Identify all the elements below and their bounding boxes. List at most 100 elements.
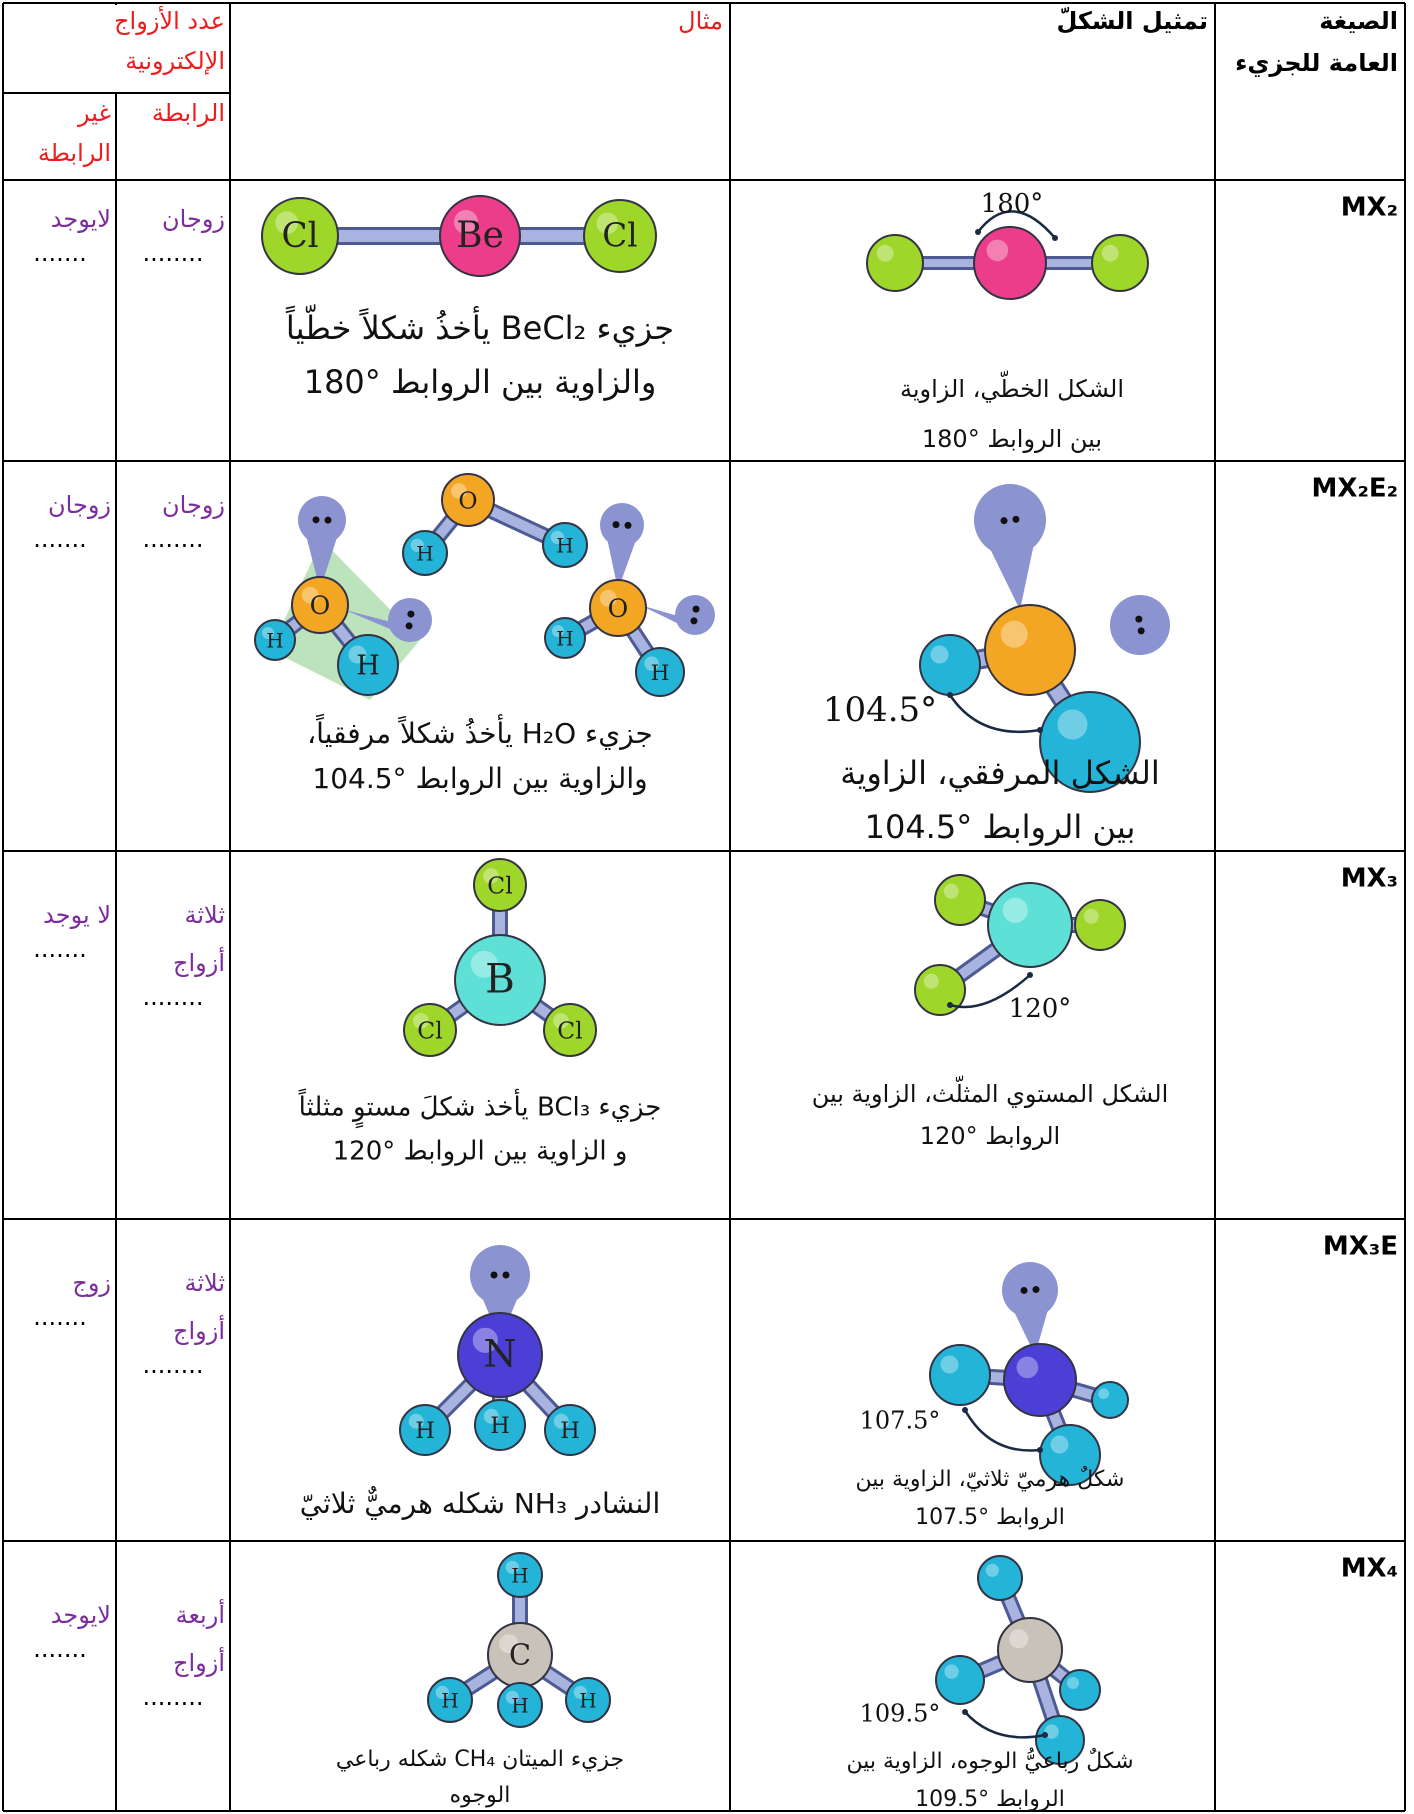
atom-label: Cl bbox=[417, 1017, 442, 1045]
atom-label: H bbox=[651, 661, 670, 686]
atom-label: O bbox=[458, 487, 477, 515]
formula: MX₂E₂ bbox=[1312, 474, 1398, 504]
atom bbox=[935, 1655, 985, 1705]
shape-caption: بين الروابط °104.5 bbox=[865, 808, 1136, 846]
angle-label: 120° bbox=[1009, 994, 1072, 1024]
lone-pair bbox=[606, 536, 638, 590]
lone-dot bbox=[1000, 517, 1008, 525]
atom-shine bbox=[435, 1685, 449, 1699]
bonding: أزواج bbox=[173, 1315, 225, 1345]
atom-shine bbox=[505, 1560, 519, 1574]
angle-arc bbox=[977, 210, 1056, 239]
atom-label: O bbox=[310, 591, 331, 620]
atom-shine bbox=[1067, 1677, 1079, 1689]
lone-pair bbox=[470, 1245, 530, 1305]
atom-label: H bbox=[511, 1564, 528, 1588]
angle-arrow bbox=[1037, 1447, 1043, 1453]
shape-caption: الروابط °109.5 bbox=[915, 1787, 1065, 1812]
atom bbox=[473, 858, 527, 912]
atom bbox=[403, 1003, 457, 1057]
atom-shine bbox=[573, 1685, 587, 1699]
atom bbox=[589, 579, 647, 637]
atom-label: O bbox=[608, 594, 629, 623]
shape-caption: الشكل الخطّي، الزاوية bbox=[900, 371, 1124, 403]
shape-caption: الشكل المستوي المثلّث، الزاوية بين bbox=[812, 1076, 1169, 1108]
atom-shine bbox=[408, 1413, 424, 1429]
atom-label: H bbox=[415, 1418, 435, 1444]
atom-shine bbox=[596, 212, 619, 235]
lone-dot bbox=[612, 521, 620, 529]
atom-shine bbox=[454, 210, 478, 234]
atom bbox=[1059, 1669, 1101, 1711]
header-shape: تمثيل الشكلّ bbox=[1056, 7, 1208, 35]
formula: MX₃E bbox=[1323, 1232, 1398, 1262]
atom-shine bbox=[552, 625, 564, 637]
atom-label: H bbox=[511, 1694, 528, 1718]
atom bbox=[934, 874, 986, 926]
lone-dot bbox=[324, 516, 332, 524]
atom-label: Cl bbox=[602, 217, 637, 255]
atom bbox=[987, 882, 1073, 968]
atom bbox=[457, 1312, 543, 1398]
example-caption: جزيء BCl₃ يأخذ شكلَ مستوٍ مثلثاً bbox=[298, 1088, 662, 1129]
example-caption: جزيء الميتان CH₄ شكله رباعي bbox=[336, 1747, 624, 1772]
lone-pair bbox=[600, 503, 644, 547]
atom-label: H bbox=[490, 1413, 510, 1439]
atom-shine bbox=[470, 950, 498, 978]
lone-pair bbox=[1110, 595, 1170, 655]
atom-shine bbox=[1000, 620, 1028, 648]
lone-dot bbox=[1135, 615, 1143, 623]
nonbonding-blank: ....... bbox=[33, 525, 86, 553]
atom-shine bbox=[599, 589, 617, 607]
atom-shine bbox=[940, 1355, 959, 1374]
example-caption: والزاوية بين الروابط °104.5 bbox=[312, 762, 647, 795]
atom-label: Cl bbox=[557, 1017, 582, 1045]
atom-shine bbox=[505, 1690, 519, 1704]
atom bbox=[929, 1344, 991, 1406]
angle-arc bbox=[948, 694, 1041, 734]
angle-arc bbox=[964, 1711, 1046, 1739]
atom-shine bbox=[410, 538, 424, 552]
atom-shine bbox=[451, 483, 467, 499]
nonbonding-blank: ....... bbox=[33, 239, 86, 267]
lone-dot bbox=[624, 521, 632, 529]
atom bbox=[919, 634, 981, 696]
formula: MX₂ bbox=[1341, 193, 1398, 223]
lone-dot bbox=[1020, 1286, 1028, 1294]
atom-label: H bbox=[579, 1689, 596, 1713]
atom-shine bbox=[275, 211, 299, 235]
atom bbox=[1039, 1424, 1101, 1486]
bonding: أزواج bbox=[173, 1647, 225, 1677]
atom bbox=[254, 619, 296, 661]
atom-shine bbox=[1002, 897, 1028, 923]
atom-label: Be bbox=[456, 215, 504, 256]
atom-shine bbox=[483, 1408, 499, 1424]
example-caption: و الزاوية بين الروابط °120 bbox=[333, 1137, 628, 1167]
bonding: زوجان bbox=[162, 491, 225, 519]
lone-pair bbox=[974, 484, 1046, 556]
atom bbox=[427, 1677, 473, 1723]
lone-pair bbox=[388, 598, 432, 642]
lone-dot bbox=[490, 1271, 498, 1279]
atom-label: Cl bbox=[281, 216, 318, 256]
atom-shine bbox=[876, 244, 894, 262]
bonding: ثلاثة bbox=[184, 901, 225, 929]
angle-arrow bbox=[1037, 727, 1043, 733]
nonbonding-blank: ....... bbox=[33, 1635, 86, 1663]
atom bbox=[337, 634, 399, 696]
bonding-blank: ........ bbox=[142, 525, 203, 553]
angle-arc bbox=[963, 1409, 1041, 1452]
atom-label: H bbox=[266, 629, 283, 653]
bonding: أربعة bbox=[176, 1599, 225, 1629]
atom bbox=[402, 530, 448, 576]
lone-dot bbox=[692, 605, 700, 613]
atom bbox=[497, 1682, 543, 1728]
angle-label: 180° bbox=[981, 189, 1044, 219]
atom-label: Cl bbox=[487, 872, 512, 900]
shape-caption: شكلٌ رباعيُّ الوجوه، الزاوية بين bbox=[846, 1748, 1133, 1774]
atom-shine bbox=[301, 586, 319, 604]
lone-pair bbox=[984, 538, 1036, 610]
atom-label: H bbox=[416, 542, 433, 566]
angle-arrow bbox=[1052, 235, 1058, 241]
atom-shine bbox=[413, 1013, 429, 1029]
